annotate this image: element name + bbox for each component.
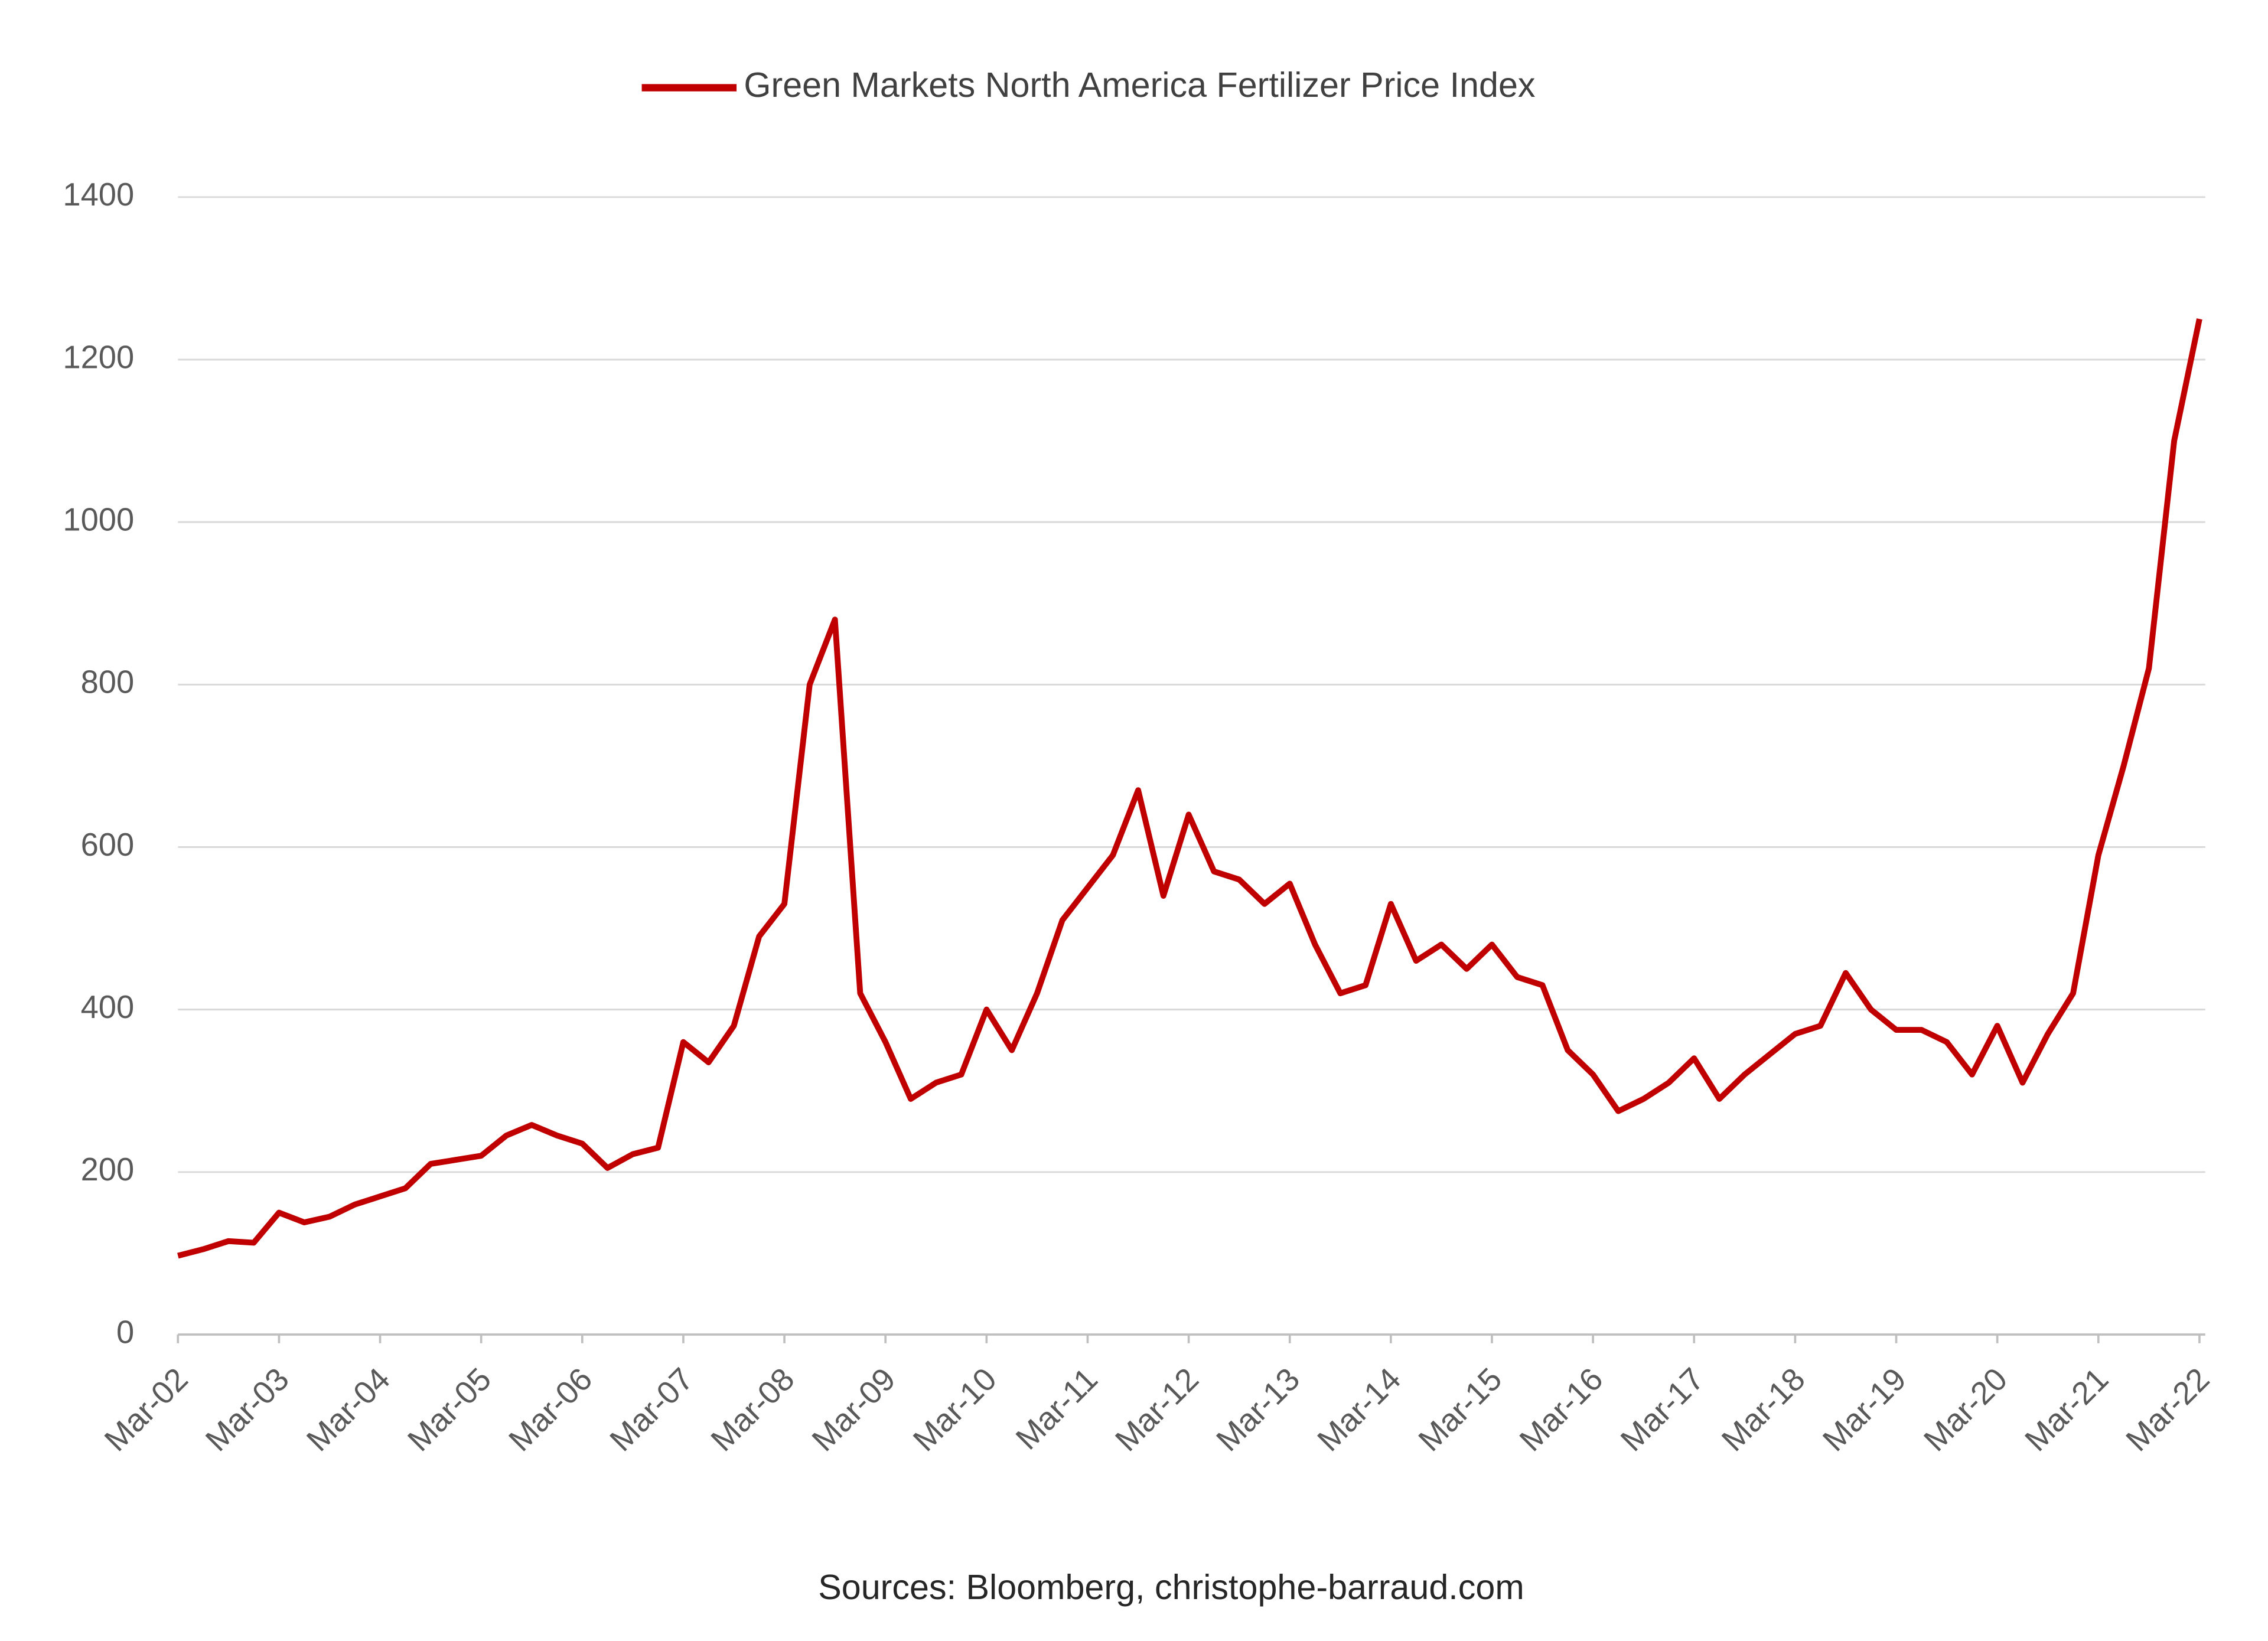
y-tick-label: 0	[116, 1314, 134, 1350]
y-tick-label: 200	[81, 1151, 135, 1187]
y-tick-label: 1000	[63, 501, 134, 537]
y-tick-label: 1200	[63, 339, 134, 375]
x-tick-label: Mar-21	[2018, 1361, 2116, 1459]
x-tick-label: Mar-22	[2119, 1361, 2217, 1459]
y-tick-label: 600	[81, 827, 135, 863]
x-tick-label: Mar-10	[906, 1361, 1003, 1459]
x-tick-label: Mar-05	[400, 1361, 498, 1459]
x-tick-label: Mar-04	[299, 1361, 397, 1459]
x-tick-label: Mar-18	[1715, 1361, 1812, 1459]
x-tick-label: Mar-07	[603, 1361, 700, 1459]
legend-label: Green Markets North America Fertilizer P…	[744, 65, 1535, 105]
y-tick-label: 800	[81, 664, 135, 700]
x-tick-label: Mar-12	[1108, 1361, 1205, 1459]
x-tick-label: Mar-06	[502, 1361, 599, 1459]
x-tick-label: Mar-02	[97, 1361, 195, 1459]
x-tick-label: Mar-08	[704, 1361, 801, 1459]
x-tick-label: Mar-11	[1009, 1361, 1104, 1457]
data-line	[177, 318, 2202, 1259]
x-tick-label: Mar-19	[1816, 1361, 1913, 1459]
source-note: Sources: Bloomberg, christophe-barraud.c…	[818, 1567, 1524, 1607]
x-tick-label: Mar-03	[198, 1361, 296, 1459]
x-tick-label: Mar-15	[1412, 1361, 1509, 1459]
y-tick-label: 1400	[63, 177, 134, 213]
x-tick-label: Mar-20	[1917, 1361, 2014, 1459]
x-tick-label: Mar-09	[805, 1361, 902, 1459]
x-tick-label: Mar-14	[1311, 1361, 1408, 1459]
x-tick-label: Mar-17	[1614, 1361, 1711, 1459]
x-tick-label: Mar-13	[1209, 1361, 1306, 1459]
y-tick-label: 400	[81, 989, 135, 1025]
x-tick-label: Mar-16	[1513, 1361, 1610, 1459]
